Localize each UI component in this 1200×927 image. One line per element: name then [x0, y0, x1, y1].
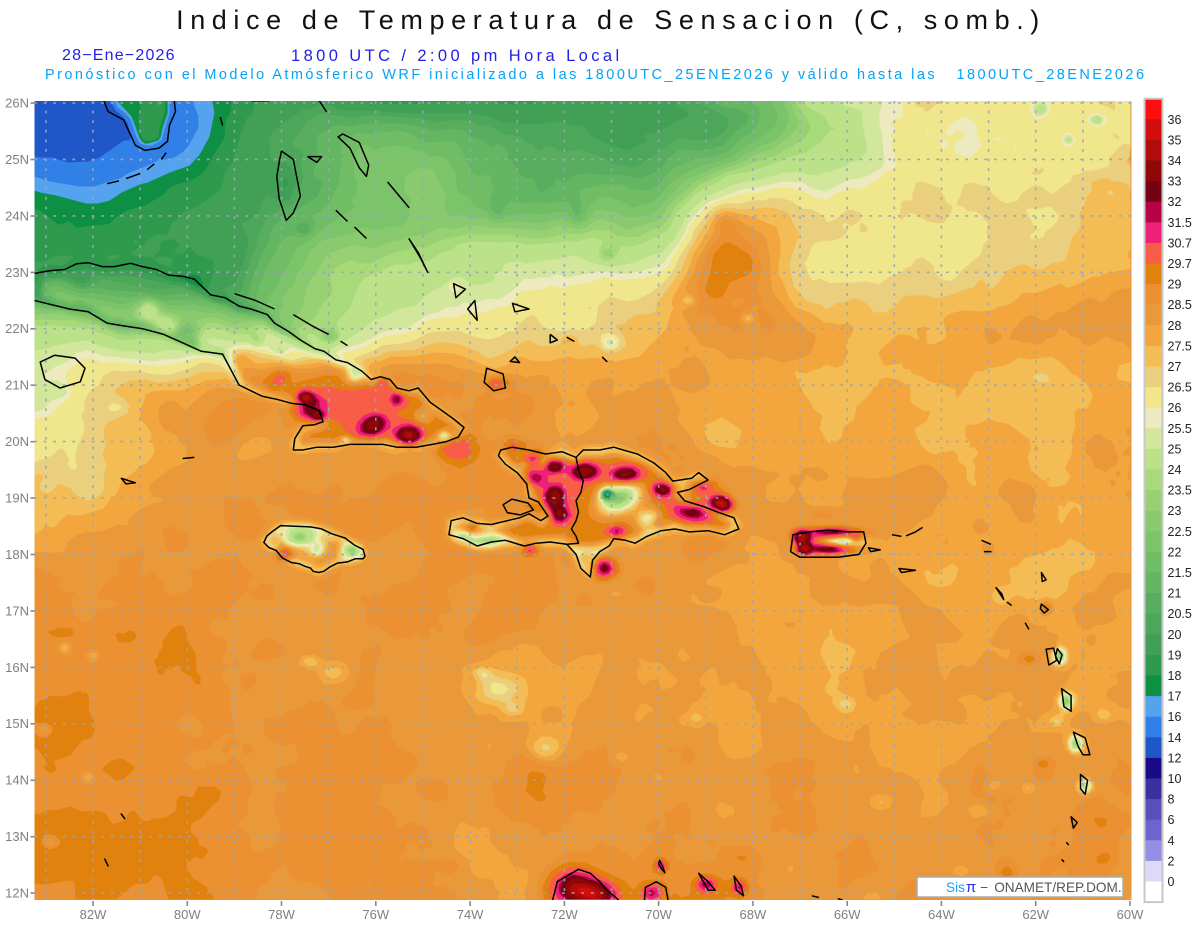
svg-text:25N: 25N [5, 152, 29, 167]
svg-text:26: 26 [1168, 401, 1182, 415]
svg-text:62W: 62W [1022, 907, 1049, 922]
svg-text:64W: 64W [928, 907, 955, 922]
svg-text:26.5: 26.5 [1168, 381, 1192, 395]
svg-text:14: 14 [1168, 731, 1182, 745]
svg-text:35: 35 [1168, 133, 1182, 147]
svg-text:20.5: 20.5 [1168, 607, 1192, 621]
svg-text:36: 36 [1168, 113, 1182, 127]
svg-text:23: 23 [1168, 504, 1182, 518]
svg-text:24: 24 [1168, 463, 1182, 477]
svg-text:22: 22 [1168, 545, 1182, 559]
svg-text:12N: 12N [5, 886, 29, 901]
svg-text:23N: 23N [5, 265, 29, 280]
svg-text:23.5: 23.5 [1168, 484, 1192, 498]
svg-text:25.5: 25.5 [1168, 422, 1192, 436]
svg-text:27.5: 27.5 [1168, 339, 1192, 353]
svg-text:17N: 17N [5, 603, 29, 618]
svg-text:30.7: 30.7 [1168, 236, 1192, 250]
svg-text:21: 21 [1168, 587, 1182, 601]
svg-text:10: 10 [1168, 772, 1182, 786]
svg-text:18N: 18N [5, 547, 29, 562]
svg-text:29: 29 [1168, 278, 1182, 292]
svg-text:0: 0 [1168, 875, 1175, 889]
svg-text:6: 6 [1168, 813, 1175, 827]
svg-text:22N: 22N [5, 321, 29, 336]
svg-text:4: 4 [1168, 834, 1175, 848]
svg-text:70W: 70W [645, 907, 672, 922]
svg-text:66W: 66W [834, 907, 861, 922]
svg-text:68W: 68W [740, 907, 767, 922]
svg-text:19: 19 [1168, 648, 1182, 662]
svg-text:22.5: 22.5 [1168, 525, 1192, 539]
svg-text:26N: 26N [5, 96, 29, 111]
svg-text:2: 2 [1168, 854, 1175, 868]
svg-text:Sisπ−ONAMET/REP.DOM.: Sisπ − ONAMET/REP.DOM. [946, 879, 1122, 896]
svg-text:25: 25 [1168, 442, 1182, 456]
svg-text:13N: 13N [5, 829, 29, 844]
svg-text:17: 17 [1168, 690, 1182, 704]
svg-text:33: 33 [1168, 175, 1182, 189]
svg-text:14N: 14N [5, 773, 29, 788]
svg-text:28: 28 [1168, 319, 1182, 333]
svg-text:24N: 24N [5, 208, 29, 223]
svg-text:76W: 76W [362, 907, 389, 922]
svg-text:32: 32 [1168, 195, 1182, 209]
svg-text:20: 20 [1168, 628, 1182, 642]
svg-text:12: 12 [1168, 751, 1182, 765]
svg-text:18: 18 [1168, 669, 1182, 683]
svg-text:34: 34 [1168, 154, 1182, 168]
svg-text:19N: 19N [5, 491, 29, 506]
svg-text:27: 27 [1168, 360, 1182, 374]
svg-text:20N: 20N [5, 434, 29, 449]
svg-text:60W: 60W [1117, 907, 1144, 922]
svg-text:31.5: 31.5 [1168, 216, 1192, 230]
svg-text:78W: 78W [268, 907, 295, 922]
svg-text:8: 8 [1168, 793, 1175, 807]
svg-text:72W: 72W [551, 907, 578, 922]
svg-text:21.5: 21.5 [1168, 566, 1192, 580]
svg-text:16N: 16N [5, 660, 29, 675]
svg-text:82W: 82W [80, 907, 107, 922]
svg-text:15N: 15N [5, 716, 29, 731]
svg-text:29.7: 29.7 [1168, 257, 1192, 271]
svg-text:80W: 80W [174, 907, 201, 922]
svg-text:16: 16 [1168, 710, 1182, 724]
svg-text:74W: 74W [457, 907, 484, 922]
svg-text:28.5: 28.5 [1168, 298, 1192, 312]
svg-text:21N: 21N [5, 378, 29, 393]
